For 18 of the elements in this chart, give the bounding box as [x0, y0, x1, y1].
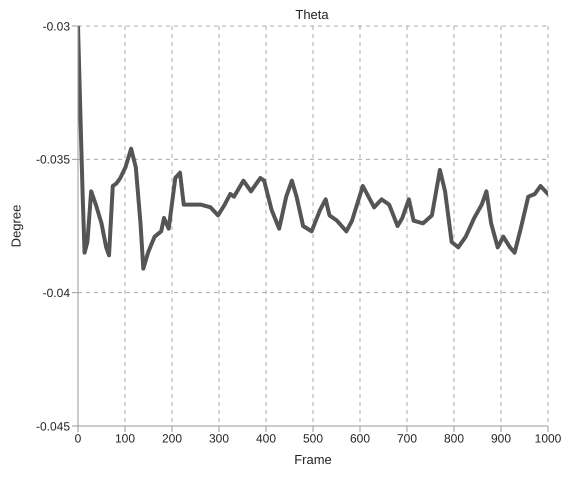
x-tick-label: 1000	[534, 432, 562, 446]
x-tick-label: 100	[114, 432, 136, 446]
y-tick-label: -0.035	[36, 152, 70, 167]
y-tick-label: -0.03	[42, 19, 70, 34]
x-tick-label: 700	[396, 432, 418, 446]
y-tick-label: -0.045	[36, 419, 70, 434]
x-tick-label: 0	[74, 432, 82, 446]
x-tick-label: 600	[350, 432, 370, 446]
x-tick-label: 200	[162, 432, 182, 446]
x-axis-title: Frame	[294, 452, 332, 467]
y-tick-label: -0.04	[42, 286, 70, 300]
x-tick-label: 400	[256, 432, 276, 446]
x-tick-label: 500	[302, 432, 324, 446]
chart-title: Theta	[295, 7, 329, 22]
y-axis-title: Degree	[8, 204, 24, 248]
x-tick-label: 900	[490, 432, 512, 446]
x-tick-label: 300	[208, 432, 230, 446]
x-tick-label: 800	[444, 432, 464, 446]
